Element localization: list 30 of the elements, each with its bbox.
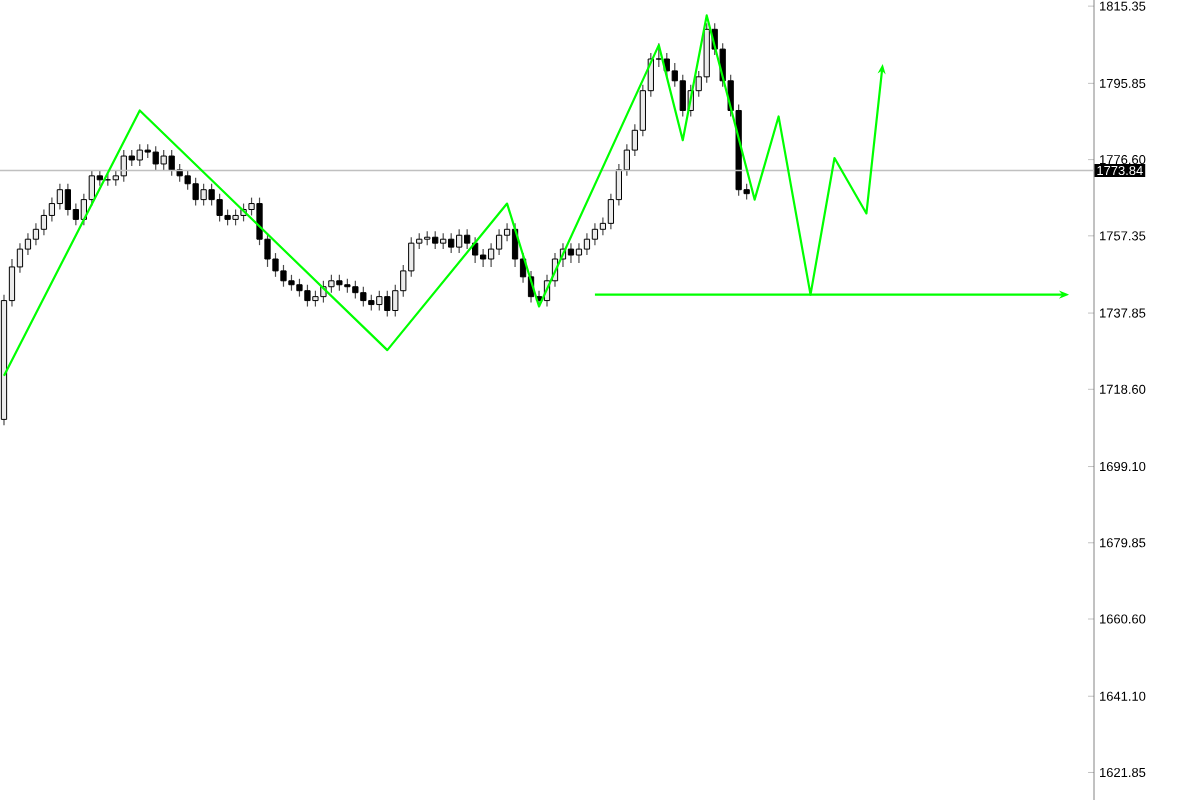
candlestick — [495, 228, 503, 256]
candlestick — [464, 228, 471, 250]
candlestick — [567, 242, 575, 264]
candlestick — [192, 177, 199, 207]
candlestick — [304, 284, 311, 308]
candlestick — [583, 232, 591, 256]
candlestick — [575, 242, 583, 264]
candlestick — [160, 149, 167, 171]
candlestick — [48, 197, 56, 222]
candlestick — [479, 248, 487, 268]
candlestick — [152, 145, 159, 171]
candlestick — [591, 222, 599, 246]
candlestick — [360, 286, 367, 308]
candlestick — [456, 228, 463, 254]
candlestick — [487, 242, 495, 268]
candlestick — [384, 290, 391, 318]
candlestick — [40, 208, 48, 236]
candlestick — [703, 22, 710, 84]
candlestick — [376, 290, 383, 312]
candlestick — [216, 193, 223, 222]
candlestick — [56, 183, 64, 211]
candlestick — [200, 183, 207, 207]
candlestick — [679, 74, 686, 118]
candlestick — [120, 149, 127, 183]
candlestick — [64, 183, 72, 217]
candlestick — [280, 264, 287, 288]
candlestick — [168, 149, 175, 177]
candlestick — [136, 143, 143, 167]
candlestick — [32, 222, 40, 246]
candlestick — [448, 232, 455, 254]
